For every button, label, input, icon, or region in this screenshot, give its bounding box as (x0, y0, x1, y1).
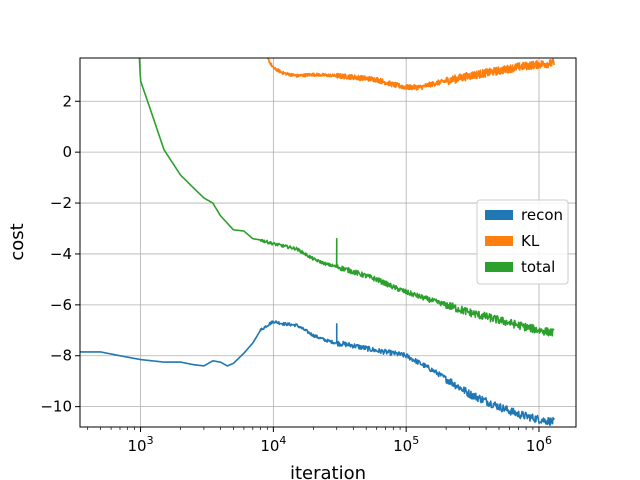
legend-label-kl: KL (521, 232, 540, 250)
y-tick-label: 2 (62, 92, 72, 110)
series-line-kl (266, 58, 555, 91)
x-tick-label: 103 (128, 434, 154, 455)
legend-label-recon: recon (521, 206, 563, 224)
series-line-total (138, 58, 555, 337)
x-tick-label: 104 (260, 434, 286, 455)
y-tick-label: 0 (62, 143, 72, 161)
legend-swatch-recon (485, 210, 513, 220)
series-line-recon (80, 320, 555, 426)
plot-frame (79, 57, 577, 428)
legend: recon KL total (476, 199, 569, 285)
x-tick-label: 106 (526, 434, 552, 455)
y-tick-label: −2 (50, 194, 72, 212)
grid-lines (80, 58, 576, 427)
y-tick-label: −8 (50, 347, 72, 365)
y-axis: 2 0 −2 −4 −6 −8 −10 (40, 92, 80, 416)
x-axis-label: iteration (290, 463, 366, 480)
y-tick-label: −10 (40, 398, 72, 416)
y-tick-label: −4 (50, 245, 72, 263)
y-tick-label: −6 (50, 296, 72, 314)
legend-swatch-kl (485, 236, 513, 246)
y-axis-label: cost (7, 223, 28, 260)
x-tick-label: 105 (393, 434, 419, 455)
x-axis: 103 104 105 106 (87, 427, 552, 455)
legend-label-total: total (521, 258, 555, 276)
series-layer (80, 58, 555, 426)
legend-swatch-total (485, 262, 513, 272)
